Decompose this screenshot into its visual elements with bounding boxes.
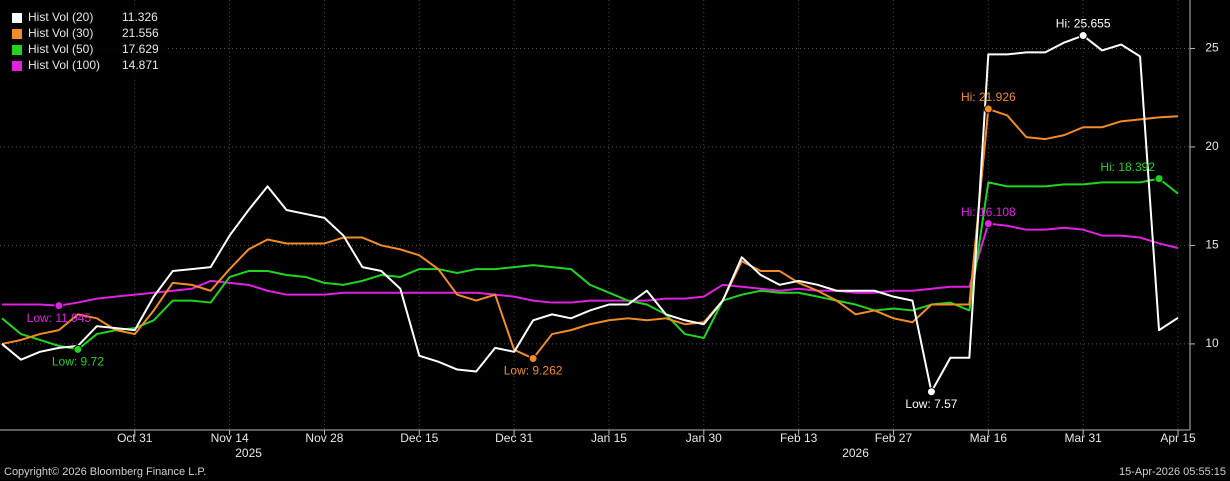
legend-value: 17.629	[122, 42, 159, 56]
x-year-label: 2025	[235, 446, 262, 460]
footer-timestamp: 15-Apr-2026 05:55:15	[1119, 466, 1226, 478]
extreme-marker	[1154, 174, 1164, 184]
x-tick-label: Apr 15	[1160, 431, 1196, 445]
x-tick-label: Mar 16	[970, 431, 1008, 445]
x-year-label: 2026	[842, 446, 869, 460]
x-tick-label: Oct 31	[117, 431, 153, 445]
extreme-label: Hi: 18.392	[1100, 160, 1155, 174]
x-tick-label: Dec 31	[495, 431, 533, 445]
x-tick-label: Jan 30	[686, 431, 722, 445]
x-tick-label: Mar 31	[1064, 431, 1102, 445]
legend-label: Hist Vol (100)	[28, 58, 100, 72]
extreme-marker	[926, 387, 936, 397]
extreme-marker	[983, 219, 993, 229]
legend-value: 14.871	[122, 58, 159, 72]
extreme-marker	[528, 353, 538, 363]
x-tick-label: Jan 15	[591, 431, 627, 445]
legend-label: Hist Vol (30)	[28, 26, 93, 40]
legend-value: 21.556	[122, 26, 159, 40]
extreme-label: Low: 7.57	[905, 397, 957, 411]
extreme-label: Low: 11.945	[27, 311, 92, 325]
extreme-marker	[73, 344, 83, 354]
legend-swatch	[12, 29, 22, 39]
extreme-marker	[54, 301, 64, 311]
legend-label: Hist Vol (50)	[28, 42, 93, 56]
y-tick-label: 25	[1205, 41, 1219, 55]
extreme-label: Low: 9.72	[52, 355, 104, 369]
series-line	[1, 108, 1179, 360]
legend-swatch	[12, 13, 22, 23]
y-tick-label: 20	[1205, 139, 1219, 153]
legend-swatch	[12, 45, 22, 55]
extreme-label: Low: 9.262	[504, 364, 563, 378]
extreme-label: Hi: 25.655	[1056, 17, 1111, 31]
footer-copyright: Copyright© 2026 Bloomberg Finance L.P.	[4, 466, 206, 478]
legend: Hist Vol (20) 11.326 Hist Vol (30) 21.556 Hi…	[0, 7, 166, 79]
x-tick-label: Feb 13	[780, 431, 818, 445]
extreme-label: Hi: 16.108	[961, 205, 1016, 219]
legend-box	[0, 7, 166, 79]
extreme-marker	[1078, 31, 1088, 41]
series-line	[1, 177, 1179, 351]
extreme-label: Hi: 21.926	[961, 90, 1016, 104]
x-tick-label: Nov 14	[211, 431, 249, 445]
x-tick-label: Feb 27	[875, 431, 913, 445]
series-line	[1, 34, 1179, 393]
legend-label: Hist Vol (20)	[28, 10, 93, 24]
axes	[0, 0, 1195, 435]
legend-swatch	[12, 61, 22, 71]
y-tick-label: 10	[1205, 336, 1219, 350]
x-tick-label: Nov 28	[305, 431, 343, 445]
plot-area	[1, 34, 1179, 393]
x-tick-label: Dec 15	[400, 431, 438, 445]
y-tick-label: 15	[1205, 238, 1219, 252]
legend-value: 11.326	[122, 10, 158, 24]
extreme-marker	[983, 104, 993, 114]
